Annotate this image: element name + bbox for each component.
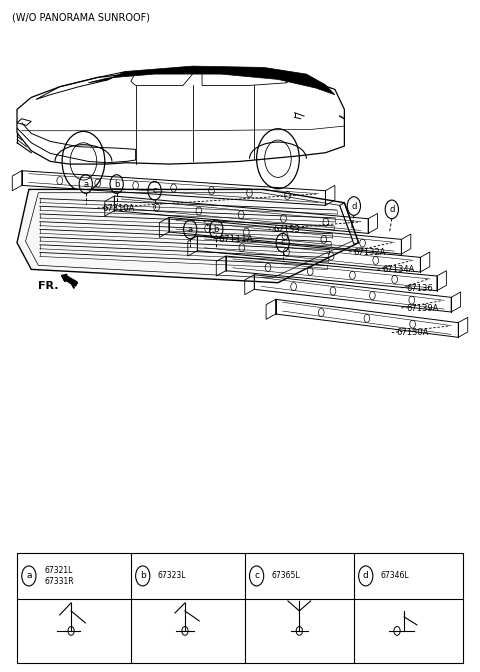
Text: d: d [351, 202, 357, 210]
Polygon shape [88, 66, 335, 95]
Text: 67136: 67136 [406, 284, 433, 292]
Text: 67130A: 67130A [396, 328, 429, 337]
Text: b: b [214, 225, 219, 234]
Text: 67133: 67133 [273, 225, 300, 234]
Text: 67134A: 67134A [383, 265, 415, 274]
Text: 67111A: 67111A [219, 235, 253, 244]
Text: c: c [152, 186, 157, 195]
Text: 67321L
67331R: 67321L 67331R [44, 566, 73, 586]
Text: b: b [114, 179, 120, 189]
Text: 67132A: 67132A [354, 247, 386, 257]
Text: 67365L: 67365L [272, 571, 300, 581]
Text: a: a [188, 225, 193, 234]
Text: a: a [26, 571, 32, 581]
Text: a: a [83, 179, 88, 189]
Text: (W/O PANORAMA SUNROOF): (W/O PANORAMA SUNROOF) [12, 13, 150, 23]
FancyArrow shape [61, 274, 77, 286]
Bar [17, 552, 463, 663]
Text: 67323L: 67323L [158, 571, 186, 581]
Text: 67139A: 67139A [406, 304, 438, 312]
Text: FR.: FR. [38, 281, 59, 291]
Text: c: c [280, 238, 285, 247]
Text: 67346L: 67346L [381, 571, 409, 581]
Text: d: d [389, 205, 395, 214]
Text: c: c [254, 571, 259, 581]
Polygon shape [17, 190, 359, 283]
Text: b: b [140, 571, 145, 581]
Text: 67310A: 67310A [102, 204, 135, 212]
Text: d: d [363, 571, 369, 581]
